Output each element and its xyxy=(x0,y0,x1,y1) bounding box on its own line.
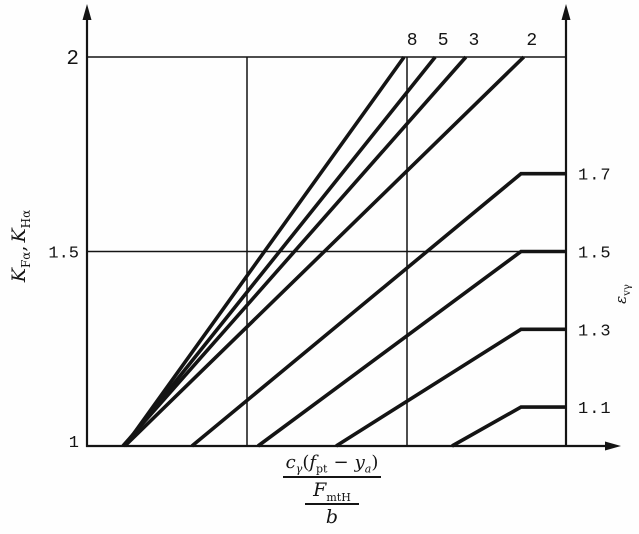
y-axis-title: KFα,KHα xyxy=(6,186,33,306)
formula-denominator-upper: FmtH xyxy=(305,478,359,505)
curve-epsilon-3 xyxy=(121,55,468,448)
curve-epsilon-8 xyxy=(123,55,406,448)
curve-epsilon-2 xyxy=(123,55,526,448)
curve-epsilon-1.5 xyxy=(256,249,566,448)
formula-numerator: cγ(fpt − ya) xyxy=(282,452,382,478)
curve-label-1.1: 1.1 xyxy=(578,400,612,419)
curve-epsilon-5 xyxy=(122,55,437,448)
y-axis-title-K2-sub: Hα xyxy=(18,209,33,229)
formula-denominator-lower: b xyxy=(325,506,339,528)
curve-label-1.5: 1.5 xyxy=(578,245,612,264)
curve-epsilon-1.3 xyxy=(335,327,566,448)
x-axis-title: cγ(fpt − ya) FmtH b xyxy=(252,452,412,527)
y-axis-title-K1: K xyxy=(8,268,30,283)
epsilon-subscript: vγ xyxy=(622,284,633,296)
curve-label-1.3: 1.3 xyxy=(578,322,612,341)
y-tick-label-1: 1 xyxy=(69,434,79,453)
curve-label-2: 2 xyxy=(526,31,537,51)
y-axis-left-arrow-icon xyxy=(82,4,92,20)
y-axis-right-arrow-icon xyxy=(561,4,571,20)
curve-label-8: 8 xyxy=(407,31,418,51)
y-tick-label-2: 2 xyxy=(66,48,79,71)
curve-label-3: 3 xyxy=(468,31,479,51)
y-axis-title-separator: , xyxy=(8,245,30,252)
curve-epsilon-1.1 xyxy=(451,405,566,448)
y-axis-title-K2: K xyxy=(8,228,30,243)
x-axis-arrow-icon xyxy=(605,441,621,451)
y-axis-title-K1-sub: Fα xyxy=(18,251,33,269)
epsilon-symbol: ε xyxy=(612,295,630,304)
curve-epsilon-1.7 xyxy=(190,171,566,448)
y-tick-label-1.5: 1.5 xyxy=(48,245,79,264)
curve-label-1.7: 1.7 xyxy=(578,167,612,186)
right-axis-title: εvγ xyxy=(611,274,633,314)
curve-label-5: 5 xyxy=(438,31,449,51)
